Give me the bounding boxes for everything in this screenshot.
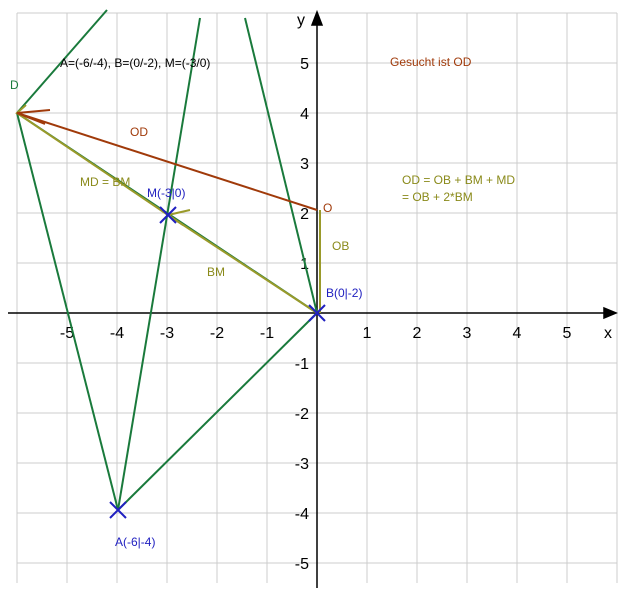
od-vector <box>16 109 318 211</box>
y-axis-label: y <box>297 12 305 29</box>
x-tick-label: 3 <box>463 325 472 342</box>
label: M(-3|0) <box>147 186 185 200</box>
x-tick-label: -5 <box>60 325 74 342</box>
olive-vectors <box>15 104 321 314</box>
y-tick-label: -2 <box>295 406 309 423</box>
y-tick-label: -4 <box>295 506 309 523</box>
y-tick-label: -5 <box>295 556 309 573</box>
label: BM <box>207 265 225 279</box>
x-tick-label: -4 <box>110 325 124 342</box>
y-tick-label: -3 <box>295 456 309 473</box>
label: B(0|-2) <box>326 286 362 300</box>
x-tick-label: 4 <box>513 325 522 342</box>
y-tick-label: 5 <box>300 56 309 73</box>
x-tick-label: 2 <box>413 325 422 342</box>
label: O <box>323 201 332 215</box>
y-tick-label: 4 <box>300 106 309 123</box>
y-tick-label: 2 <box>300 206 309 223</box>
axes <box>8 9 618 588</box>
label: OD <box>130 125 148 139</box>
label: MD = BM <box>80 175 130 189</box>
label: OB <box>332 239 349 253</box>
x-axis-label: x <box>604 325 612 342</box>
y-tick-label: -1 <box>295 356 309 373</box>
wanted-note: Gesucht ist OD <box>390 55 472 69</box>
given-note: A=(-6/-4), B=(0/-2), M=(-3/0) <box>60 56 210 70</box>
y-tick-label: 3 <box>300 156 309 173</box>
label: D <box>10 78 19 92</box>
x-tick-label: 1 <box>363 325 372 342</box>
x-tick-label: -2 <box>210 325 224 342</box>
point-markers <box>109 206 326 519</box>
x-tick-label: 5 <box>563 325 572 342</box>
formula: OD = OB + BM + MD <box>402 173 515 187</box>
x-tick-label: -3 <box>160 325 174 342</box>
label: A(-6|-4) <box>115 535 155 549</box>
formula: = OB + 2*BM <box>402 190 473 204</box>
x-tick-label: -1 <box>260 325 274 342</box>
